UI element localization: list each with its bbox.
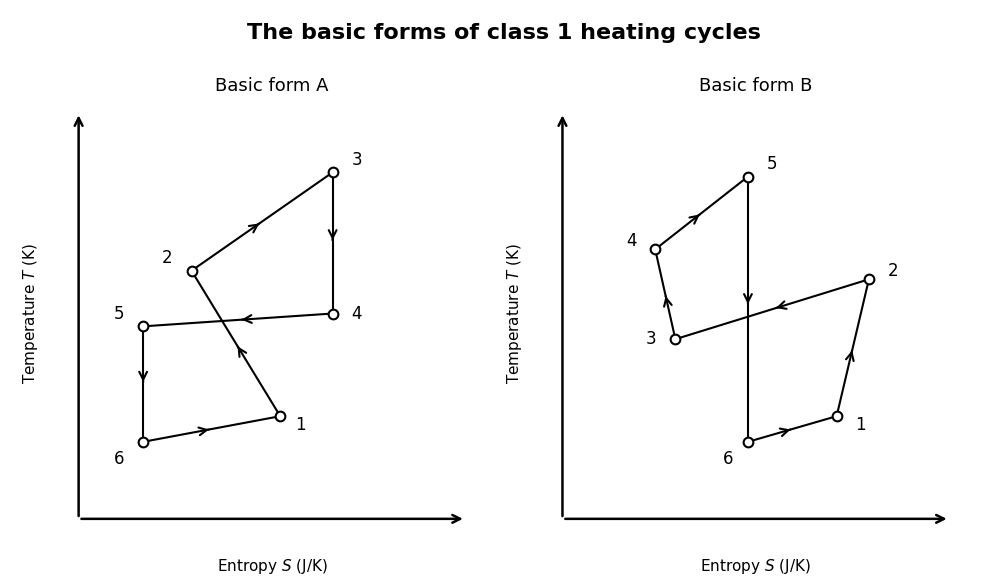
Text: 6: 6 — [114, 450, 124, 468]
Text: 6: 6 — [723, 450, 733, 468]
Text: 1: 1 — [856, 415, 866, 434]
Title: Basic form A: Basic form A — [216, 77, 329, 96]
Text: 3: 3 — [352, 151, 362, 169]
Text: Temperature $T$ (K): Temperature $T$ (K) — [505, 243, 523, 384]
Text: 2: 2 — [888, 262, 898, 280]
Title: Basic form B: Basic form B — [700, 77, 812, 96]
Text: 1: 1 — [295, 415, 305, 434]
Text: Entropy $S$ (J/K): Entropy $S$ (J/K) — [217, 557, 328, 577]
Text: 3: 3 — [646, 330, 656, 348]
Text: 2: 2 — [162, 249, 172, 267]
Text: The basic forms of class 1 heating cycles: The basic forms of class 1 heating cycle… — [247, 23, 761, 43]
Text: Temperature $T$ (K): Temperature $T$ (K) — [21, 243, 39, 384]
Text: 5: 5 — [114, 305, 124, 322]
Text: Entropy $S$ (J/K): Entropy $S$ (J/K) — [701, 557, 811, 577]
Text: 4: 4 — [626, 232, 636, 250]
Text: 5: 5 — [767, 155, 777, 173]
Text: 4: 4 — [352, 305, 362, 322]
